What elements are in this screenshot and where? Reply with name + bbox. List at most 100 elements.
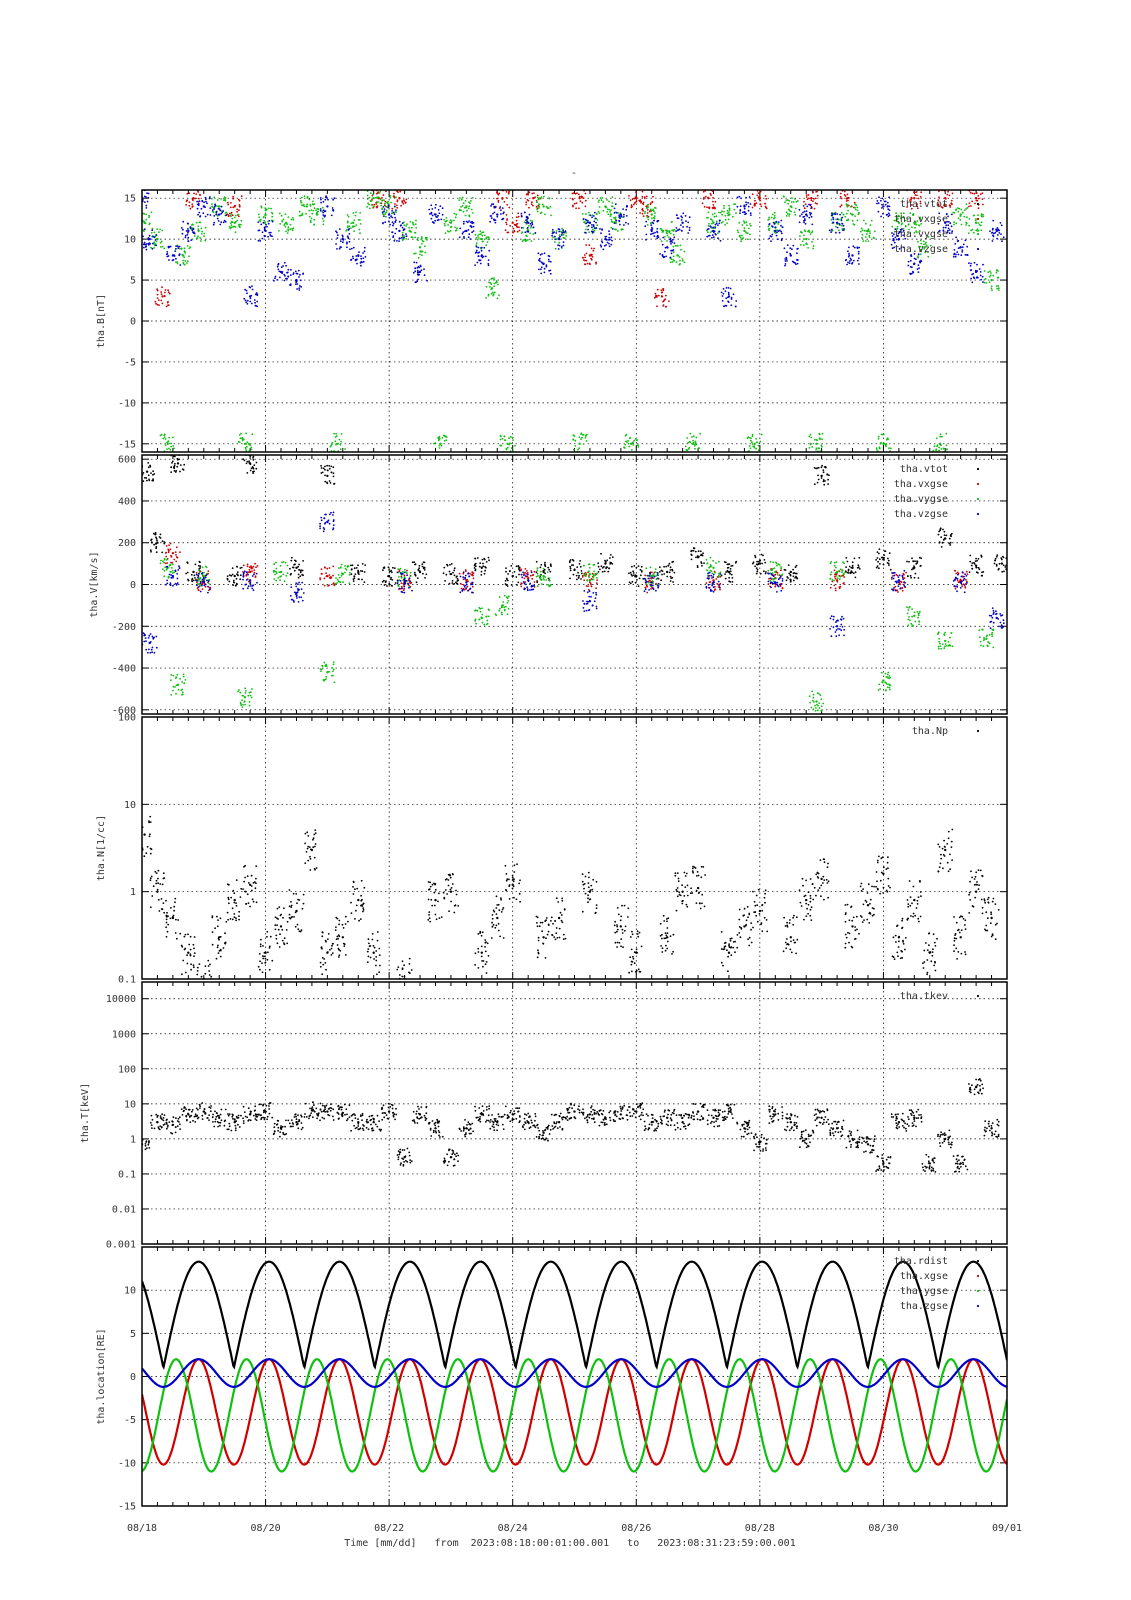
data-point-tha.vzgse <box>722 292 725 295</box>
data-point-tha.vzgse <box>964 239 967 242</box>
data-point-tha.vzgse <box>783 247 786 250</box>
data-point-tha.vygse <box>279 223 282 225</box>
data-point-tha.vygse <box>901 222 903 225</box>
data-point-tha.vygse <box>205 566 208 569</box>
data-point-tha.vzgse <box>902 229 905 232</box>
data-point-tha.vygse <box>785 215 788 217</box>
data-point-tha.vygse <box>980 215 983 218</box>
data-point-tha.vzgse <box>287 268 290 271</box>
data-point-tha.vzgse <box>263 226 266 229</box>
data-point-tha.vygse <box>248 442 250 445</box>
data-point-tha.vygse <box>743 229 746 233</box>
data-point-tha.vygse <box>757 449 760 452</box>
data-point-tha.vygse <box>611 205 613 208</box>
data-point-tha.vxgse <box>901 587 903 589</box>
data-point-tha.vzgse <box>475 245 478 248</box>
data-point-tha.vzgse <box>480 254 483 257</box>
data-point-tha.vygse <box>410 226 413 229</box>
data-point-tha.vtot <box>510 565 513 567</box>
data-point-tha.vxgse <box>371 199 373 201</box>
data-point-tha.vygse <box>478 233 480 236</box>
data-point-tha.vygse <box>370 204 373 206</box>
data-point-tha.vygse <box>290 218 293 221</box>
data-point-tha.vzgse <box>336 237 339 239</box>
data-point-tha.vzgse <box>786 251 788 254</box>
data-point-tha.vygse <box>337 574 340 576</box>
data-point-tha.vtot <box>920 557 923 560</box>
data-point-tha.vzgse <box>155 244 158 247</box>
data-point-tha.vygse <box>409 575 412 578</box>
data-point-tha.vygse <box>249 694 252 697</box>
data-point-tha.vygse <box>366 206 368 208</box>
data-point-tha.vzgse <box>437 214 439 217</box>
data-point-tha.vygse <box>183 247 186 250</box>
data-point-tha.vzgse <box>968 262 970 264</box>
data-point-tha.vzgse <box>961 249 964 252</box>
data-point-tha.vzgse <box>623 224 625 226</box>
data-point-tha.vzgse <box>197 213 199 216</box>
data-point-tha.vygse <box>470 200 472 202</box>
data-point-tha.vygse <box>896 225 899 228</box>
data-point-tha.vtot <box>422 572 424 575</box>
data-point-tha.vygse <box>165 568 168 571</box>
data-point-tha.vtot <box>847 569 850 572</box>
data-point-tha.vzgse <box>888 205 891 208</box>
data-point-tha.vygse <box>384 212 387 214</box>
data-point-tha.vzgse <box>888 214 891 217</box>
data-point-tha.vxgse <box>160 291 163 293</box>
data-point-tha.vxgse <box>236 210 239 213</box>
data-point-tha.vzgse <box>891 247 894 250</box>
data-point-tha.vygse <box>354 214 357 217</box>
data-point-tha.vygse <box>289 228 292 231</box>
data-point-tha.vygse <box>634 438 637 440</box>
data-point-tha.vygse <box>460 209 462 212</box>
data-point-tha.vzgse <box>395 227 398 230</box>
data-point-tha.vygse <box>485 615 488 618</box>
data-point-tha.vygse <box>366 194 369 197</box>
data-point-tha.vygse <box>788 199 791 202</box>
data-point-tha.vzgse <box>594 211 596 214</box>
data-point-tha.vxgse <box>505 223 508 226</box>
data-point-tha.vxgse <box>179 551 181 554</box>
data-point-tha.vzgse <box>800 213 803 216</box>
data-point-tha.vxgse <box>166 562 169 564</box>
data-point-tha.vtot <box>248 462 252 465</box>
data-point-tha.vzgse <box>789 254 792 257</box>
data-point-tha.vygse <box>216 215 219 217</box>
data-point-tha.vzgse <box>619 223 621 226</box>
data-point-tha.vxgse <box>254 576 257 578</box>
data-point-tha.vzgse <box>418 266 421 269</box>
data-point-tha.vygse <box>821 438 823 441</box>
data-point-tha.vygse <box>285 230 287 233</box>
data-point-tha.vzgse <box>463 220 465 223</box>
data-point-tha.vzgse <box>599 244 602 247</box>
data-point-tha.vxgse <box>195 193 198 196</box>
data-point-tha.vzgse <box>592 215 595 217</box>
data-point-tha.vtot <box>883 554 886 556</box>
data-point-tha.vxgse <box>408 584 410 587</box>
data-point-tha.vygse <box>651 217 653 220</box>
data-point-tha.vygse <box>264 222 266 225</box>
data-point-tha.vygse <box>861 233 864 236</box>
data-point-tha.vygse <box>176 683 180 686</box>
data-point-tha.vxgse <box>577 193 580 196</box>
data-point-tha.vzgse <box>838 231 841 234</box>
data-point-tha.vtot <box>239 574 242 577</box>
data-point-tha.vzgse <box>399 237 401 240</box>
data-point-tha.vxgse <box>712 197 714 199</box>
data-point-tha.vzgse <box>847 261 849 264</box>
data-point-tha.vzgse <box>256 293 259 295</box>
data-point-tha.vzgse <box>526 226 529 229</box>
data-point-tha.vygse <box>691 436 693 438</box>
data-point-tha.vygse <box>958 207 961 210</box>
data-point-tha.vxgse <box>954 570 957 572</box>
data-point-tha.vtot <box>332 475 335 478</box>
data-point-tha.vtot <box>172 466 175 469</box>
data-point-tha.vygse <box>990 285 993 288</box>
data-point-tha.vygse <box>856 206 859 209</box>
data-point-tha.vtot <box>822 479 825 481</box>
data-point-tha.vzgse <box>414 281 417 284</box>
data-point-tha.vygse <box>961 211 964 214</box>
data-point-tha.vzgse <box>622 208 624 211</box>
data-point-tha.vzgse <box>997 228 999 231</box>
